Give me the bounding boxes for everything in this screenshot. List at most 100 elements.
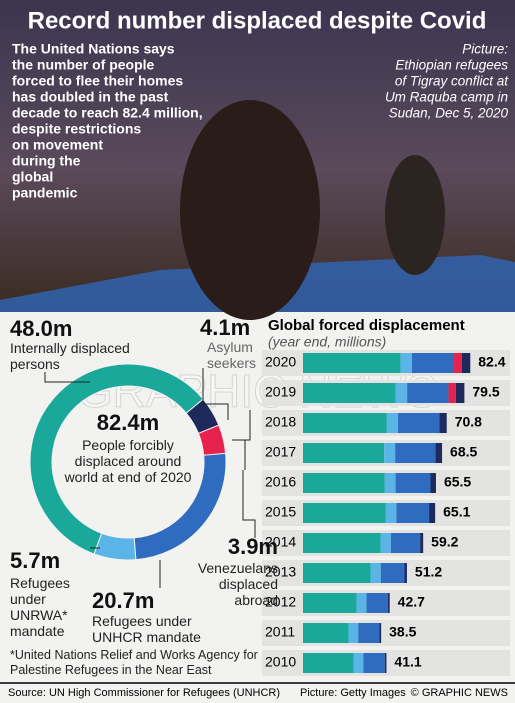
bar-segment [454, 353, 462, 373]
y-tick-label: 2010 [265, 654, 296, 670]
bar-segment [385, 503, 397, 523]
donut-category-label: Refugees under UNRWA* mandate [10, 575, 70, 639]
y-tick-label: 2011 [265, 624, 295, 640]
donut-value-label: 3.9m [227, 534, 278, 559]
bar-title: Global forced displacement [268, 317, 465, 334]
row-band [262, 620, 510, 646]
intro-line: the number of people [12, 57, 155, 73]
bar-segment [380, 563, 405, 583]
y-tick-label: 2016 [265, 474, 296, 490]
donut-segment [29, 363, 204, 555]
leader-line [242, 470, 256, 538]
y-tick-label: 2015 [265, 504, 296, 520]
leader-line [44, 372, 90, 383]
bar-segment [429, 503, 436, 523]
bar-segment [398, 413, 440, 433]
picture-credit: Picture: Getty Images [300, 687, 406, 699]
bar-segment [461, 353, 471, 373]
bar-segment [395, 473, 431, 493]
bar-segment [358, 623, 380, 643]
bar-segment [387, 593, 390, 613]
bar-segment [384, 443, 396, 463]
bar-segment [430, 473, 436, 493]
intro-line: forced to flee their homes [12, 73, 183, 89]
donut-value-label: 48.0m [10, 316, 73, 341]
total-label: 65.5 [444, 474, 471, 490]
donut-value-label: 4.1m [200, 315, 251, 340]
y-tick-label: 2020 [265, 354, 296, 370]
y-tick-label: 2012 [265, 594, 296, 610]
bar-segment [303, 383, 396, 403]
intro-line: on movement [12, 137, 103, 153]
photo-caption: Ethiopian refugees [395, 58, 508, 73]
donut-value-label: 20.7m [92, 588, 155, 613]
donut-category-label: Internally displaced persons [10, 340, 130, 372]
footnote: *United Nations Relief and Works Agency … [10, 648, 258, 677]
donut-category-label: Refugees under UNHCR mandate [92, 613, 201, 645]
total-label: 82.4 [478, 354, 505, 370]
bar-segment [439, 413, 447, 433]
bar-segment [395, 443, 436, 463]
bar-segment [455, 383, 465, 403]
intro-line: has doubled in the past [12, 89, 169, 105]
title: Record number displaced despite Covid [28, 7, 487, 34]
bar-segment [404, 563, 407, 583]
y-tick-label: 2017 [265, 444, 296, 460]
bar-segment [386, 413, 399, 433]
bar-segment [303, 443, 385, 463]
bar-segment [303, 413, 387, 433]
photo-caption: of Tigray conflict at [395, 74, 509, 89]
bar-segment [420, 533, 424, 553]
photo-caption: Sudan, Dec 5, 2020 [389, 106, 509, 121]
bar-segment [380, 533, 391, 553]
bar-segment [303, 593, 357, 613]
bar-segment [348, 623, 359, 643]
bar-segment [384, 653, 387, 673]
copyright: © GRAPHIC NEWS [411, 687, 508, 699]
total-label: 70.8 [455, 414, 482, 430]
photo-figure [180, 100, 320, 320]
intro-line: The United Nations says [12, 41, 175, 57]
bar-segment [395, 383, 408, 403]
source: Source: UN High Commissioner for Refugee… [8, 687, 280, 699]
bar-segment [407, 383, 449, 403]
total-label: 79.5 [472, 384, 499, 400]
bar-segment [303, 473, 385, 493]
bar-segment [448, 383, 456, 403]
photo-caption: Picture: [462, 42, 508, 57]
bar-segment [303, 653, 354, 673]
bar-segment [412, 353, 455, 373]
total-label: 51.2 [415, 564, 442, 580]
photo-caption: Um Raquba camp in [385, 90, 508, 105]
bar-segment [384, 473, 396, 493]
intro-line: pandemic [12, 185, 78, 201]
intro-line: decade to reach 82.4 million, [12, 105, 203, 121]
donut-category-label: Venezuelans displaced abroad [197, 560, 278, 608]
bar-segment [370, 563, 381, 583]
bar-segment [396, 503, 430, 523]
donut-category-label: Asylum seekers [207, 339, 257, 371]
bar-segment [303, 563, 371, 583]
bar-segment [356, 593, 367, 613]
total-label: 41.1 [394, 654, 421, 670]
bar-segment [303, 533, 381, 553]
intro-line: despite restrictions [12, 121, 141, 137]
intro-line: global [12, 169, 53, 185]
total-label: 42.7 [398, 594, 425, 610]
total-label: 59.2 [431, 534, 458, 550]
bar-segment [390, 533, 421, 553]
total-label: 38.5 [389, 624, 416, 640]
donut-center-text: People forcibly displaced around world a… [64, 437, 192, 485]
leader-line [232, 410, 251, 441]
leader-line [202, 368, 229, 420]
donut-center-value: 82.4m [96, 410, 160, 435]
bar-subtitle: (year end, millions) [268, 334, 386, 350]
bar-segment [435, 443, 443, 463]
intro-line: during the [12, 153, 81, 169]
bar-segment [400, 353, 413, 373]
y-tick-label: 2019 [265, 384, 296, 400]
total-label: 65.1 [443, 504, 470, 520]
y-tick-label: 2014 [265, 534, 296, 550]
